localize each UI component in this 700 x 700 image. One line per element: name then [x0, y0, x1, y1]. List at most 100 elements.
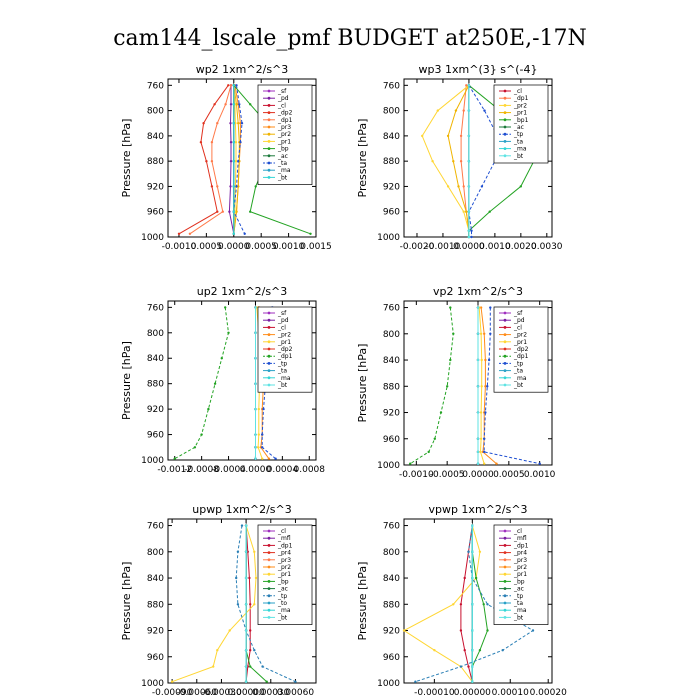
data-point	[244, 603, 248, 606]
legend-label: _pr2	[513, 564, 527, 571]
data-point	[261, 665, 264, 668]
legend-label: _dp1	[513, 542, 529, 549]
y-tick-label: 1000	[377, 233, 400, 243]
data-point	[531, 629, 535, 632]
legend-label: _ta	[277, 160, 287, 167]
legend-marker	[503, 340, 507, 344]
legend-label: _ta	[513, 368, 523, 375]
data-point	[216, 210, 219, 213]
data-point	[294, 680, 297, 683]
data-point	[454, 109, 458, 112]
panels-group: wp2 1xm^2/s^37608008408809209601000-0.00…	[120, 63, 567, 698]
data-point	[244, 550, 248, 553]
legend-label: _tp	[277, 360, 287, 367]
legend-label: _bt	[513, 614, 524, 621]
data-point	[476, 358, 480, 362]
figure-title: cam144_lscale_pmf BUDGET at250E,-17N	[113, 26, 587, 51]
y-tick-label: 880	[383, 382, 400, 392]
legend-marker	[503, 354, 507, 358]
legend-label: _dp2	[513, 346, 529, 353]
data-point	[210, 141, 214, 144]
panel-3: vp2 1xm^2/s^37608008408809209601000-0.00…	[356, 285, 556, 480]
legend-label: _pr1	[513, 339, 527, 346]
y-tick-label: 920	[147, 627, 164, 637]
data-point	[446, 134, 450, 138]
data-point	[480, 385, 483, 388]
plot-frame	[167, 518, 317, 684]
legend-label: _ta	[513, 138, 523, 145]
series-line-dp1	[409, 307, 454, 465]
data-point	[254, 185, 257, 188]
data-point	[254, 382, 257, 385]
data-point	[421, 134, 424, 138]
legend-marker	[267, 147, 271, 151]
plot-frame	[403, 518, 553, 684]
y-tick-label: 760	[383, 522, 400, 532]
y-tick-label: 920	[147, 405, 164, 415]
legend-marker	[503, 333, 507, 336]
data-point	[462, 109, 465, 112]
x-tick-label: 0.00010	[492, 688, 529, 698]
legend-marker	[503, 118, 507, 122]
panel-2: up2 1xm^2/s^37608008408809209601000-0.00…	[120, 285, 325, 475]
legend-label: _pr1	[277, 571, 291, 578]
x-tick-label: 0.0000	[462, 470, 494, 480]
legend-label: _cl	[513, 88, 522, 95]
legend-marker	[503, 132, 507, 136]
data-point	[479, 332, 483, 335]
x-tick-label: 0.00020	[530, 688, 567, 698]
legend-marker	[503, 529, 507, 533]
y-tick-label: 960	[147, 653, 164, 663]
data-point	[471, 550, 474, 553]
legend-label: _mfl	[277, 535, 291, 542]
x-tick-label: 0.0000	[453, 242, 485, 252]
data-point	[244, 649, 248, 652]
legend-marker	[503, 362, 507, 365]
legend-marker	[503, 572, 507, 576]
x-tick-label: 0.00000	[454, 688, 491, 698]
y-axis-label: Pressure [hPa]	[120, 562, 133, 641]
legend-marker	[267, 89, 271, 93]
data-point	[471, 576, 474, 580]
x-tick-label: 0.0015	[300, 242, 332, 252]
x-tick-label: -0.0008	[184, 465, 219, 475]
legend-marker	[267, 544, 271, 547]
data-point	[462, 185, 465, 188]
legend-marker	[267, 311, 271, 315]
data-point	[234, 160, 238, 163]
data-point	[261, 446, 264, 449]
legend-label: _ma	[513, 607, 527, 614]
y-tick-label: 800	[383, 548, 400, 558]
data-point	[459, 160, 463, 163]
data-point	[467, 84, 471, 87]
legend-label: _tp	[513, 360, 523, 367]
legend-label: _pr2	[513, 102, 527, 109]
data-point	[254, 357, 257, 360]
legend-label: _mfl	[513, 535, 527, 542]
data-point	[476, 462, 480, 465]
legend-marker	[267, 572, 271, 576]
legend-marker	[267, 616, 271, 619]
legend-label: _pr1	[513, 110, 527, 117]
data-point	[489, 332, 492, 335]
data-point	[480, 358, 483, 362]
data-point	[256, 446, 260, 449]
x-tick-label: -0.0020	[400, 242, 435, 252]
y-tick-label: 760	[147, 522, 164, 532]
data-point	[467, 210, 471, 213]
legend-label: _pd	[277, 317, 289, 324]
y-tick-label: 920	[383, 182, 400, 192]
data-point	[483, 462, 486, 465]
y-tick-label: 840	[383, 132, 400, 142]
legend-marker	[267, 565, 271, 569]
data-point	[482, 603, 485, 606]
legend-marker	[267, 125, 271, 129]
data-point	[244, 665, 248, 668]
legend-label: _bt	[513, 382, 524, 389]
data-point	[200, 433, 203, 436]
data-point	[402, 629, 406, 632]
legend-marker	[503, 104, 507, 107]
data-point	[253, 649, 256, 652]
legend-marker	[267, 154, 271, 158]
data-point	[480, 185, 484, 188]
